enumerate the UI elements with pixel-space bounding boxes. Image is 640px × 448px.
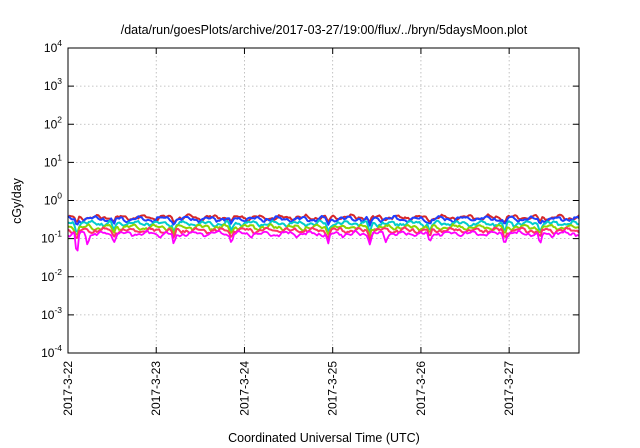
- x-tick-label: 2017-3-22: [61, 361, 75, 416]
- series-line-5: [67, 226, 580, 242]
- x-tick-label: 2017-3-27: [502, 361, 516, 416]
- series-layer: [67, 213, 580, 252]
- x-tick-label: 2017-3-24: [237, 361, 251, 416]
- x-tick-label: 2017-3-26: [414, 361, 428, 416]
- x-tick-label: 2017-3-25: [326, 361, 340, 416]
- x-axis-label: Coordinated Universal Time (UTC): [228, 431, 420, 445]
- series-line-3: [67, 219, 580, 234]
- x-tick-label: 2017-3-23: [149, 361, 163, 416]
- tick-layer: 10-4 10-3 10-2 10-1 100 101 102 103 104 2017-3-22…: [41, 38, 579, 416]
- chart-title: /data/run/goesPlots/archive/2017-03-27/1…: [121, 23, 528, 37]
- y-axis-label: cGy/day: [10, 177, 24, 224]
- y-tick-label: 103: [44, 76, 62, 93]
- y-tick-label: 102: [44, 114, 62, 131]
- y-tick-label: 10-3: [41, 305, 62, 322]
- y-tick-label: 10-2: [41, 267, 62, 284]
- grid-layer: [68, 48, 579, 353]
- y-tick-label: 101: [44, 152, 62, 169]
- y-tick-label: 10-1: [41, 229, 62, 246]
- y-tick-label: 104: [44, 38, 62, 55]
- y-tick-label: 100: [44, 191, 62, 208]
- y-tick-label: 10-4: [41, 343, 62, 360]
- series-line-6: [67, 229, 580, 252]
